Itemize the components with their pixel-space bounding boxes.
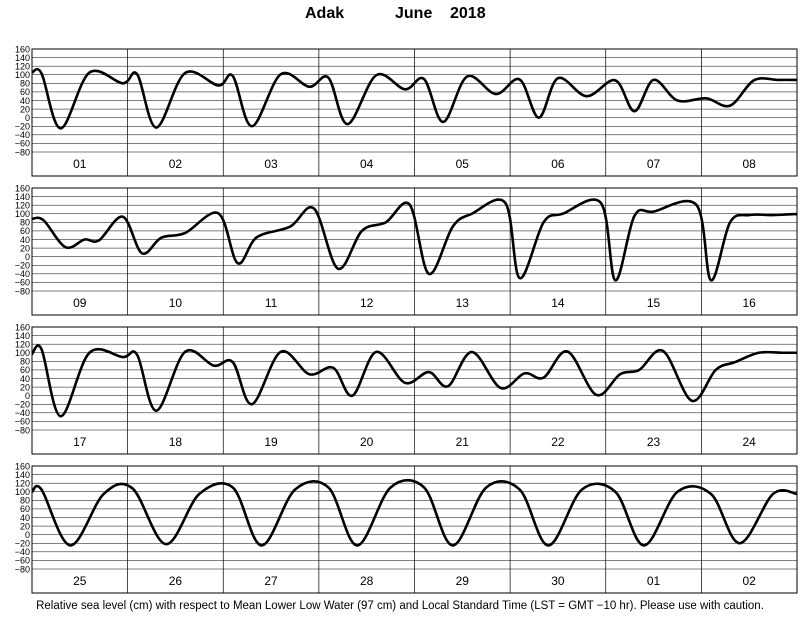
day-label: 13	[456, 296, 470, 310]
y-tick-label: 80	[20, 496, 30, 506]
y-tick-label: −80	[15, 147, 30, 157]
day-label: 25	[73, 574, 87, 588]
tide-line	[32, 344, 797, 418]
day-label: 06	[551, 157, 565, 171]
y-tick-label: 60	[20, 504, 30, 514]
y-tick-label: 20	[20, 243, 30, 253]
day-label: 01	[647, 574, 661, 588]
day-label: 30	[551, 574, 565, 588]
day-label: 03	[264, 157, 278, 171]
y-tick-label: −80	[15, 564, 30, 574]
y-tick-label: 40	[20, 96, 30, 106]
y-tick-label: −20	[15, 400, 30, 410]
tide-line	[32, 198, 797, 282]
tide-line	[32, 67, 797, 130]
y-tick-label: 160	[15, 183, 30, 193]
day-label: 18	[169, 435, 183, 449]
y-tick-label: 20	[20, 104, 30, 114]
y-tick-label: −80	[15, 286, 30, 296]
y-tick-label: 140	[15, 192, 30, 202]
title-year: 2018	[450, 5, 486, 22]
day-label: 15	[647, 296, 661, 310]
title-month: June	[395, 5, 433, 22]
y-tick-label: 60	[20, 226, 30, 236]
day-label: 21	[456, 435, 470, 449]
y-tick-label: −60	[15, 556, 30, 566]
y-tick-label: 80	[20, 357, 30, 367]
station-name: Adak	[305, 5, 345, 22]
y-tick-label: 0	[25, 530, 30, 540]
y-tick-label: −80	[15, 425, 30, 435]
day-label: 02	[169, 157, 183, 171]
y-tick-label: 20	[20, 521, 30, 531]
day-label: 02	[743, 574, 757, 588]
y-tick-label: 100	[15, 487, 30, 497]
day-label: 01	[73, 157, 87, 171]
day-label: 07	[647, 157, 661, 171]
y-tick-label: 160	[15, 44, 30, 54]
day-label: 04	[360, 157, 374, 171]
day-label: 23	[647, 435, 661, 449]
panel-frame	[31, 465, 798, 594]
y-tick-label: −60	[15, 417, 30, 427]
y-tick-label: 80	[20, 79, 30, 89]
panel-frame	[31, 48, 798, 177]
y-tick-label: 40	[20, 235, 30, 245]
y-tick-label: 120	[15, 339, 30, 349]
y-tick-label: 140	[15, 53, 30, 63]
panel-frame	[31, 326, 798, 455]
y-tick-label: −40	[15, 269, 30, 279]
day-label: 17	[73, 435, 87, 449]
y-tick-label: −20	[15, 261, 30, 271]
day-label: 14	[551, 296, 565, 310]
day-label: 26	[169, 574, 183, 588]
y-tick-label: 100	[15, 348, 30, 358]
y-tick-label: 120	[15, 200, 30, 210]
day-label: 28	[360, 574, 374, 588]
y-tick-label: 40	[20, 374, 30, 384]
y-tick-label: −40	[15, 547, 30, 557]
tide-line	[32, 478, 797, 547]
y-tick-label: 140	[15, 470, 30, 480]
y-tick-label: 160	[15, 461, 30, 471]
day-label: 29	[456, 574, 470, 588]
panel-frame	[31, 187, 798, 316]
y-tick-label: 0	[25, 113, 30, 123]
day-label: 09	[73, 296, 87, 310]
day-label: 24	[743, 435, 757, 449]
day-label: 16	[743, 296, 757, 310]
y-tick-label: 80	[20, 218, 30, 228]
day-label: 10	[169, 296, 183, 310]
y-tick-label: 0	[25, 391, 30, 401]
y-tick-label: −60	[15, 139, 30, 149]
y-tick-label: −40	[15, 408, 30, 418]
y-tick-label: 60	[20, 365, 30, 375]
y-tick-label: 160	[15, 322, 30, 332]
day-label: 05	[456, 157, 470, 171]
day-label: 27	[264, 574, 278, 588]
day-label: 22	[551, 435, 565, 449]
y-tick-label: −60	[15, 278, 30, 288]
y-tick-label: 60	[20, 87, 30, 97]
day-label: 12	[360, 296, 374, 310]
day-label: 11	[265, 296, 278, 310]
day-label: 19	[264, 435, 278, 449]
y-tick-label: 40	[20, 513, 30, 523]
y-tick-label: 100	[15, 70, 30, 80]
y-tick-label: −20	[15, 539, 30, 549]
day-label: 20	[360, 435, 374, 449]
y-tick-label: 140	[15, 331, 30, 341]
y-tick-label: 120	[15, 478, 30, 488]
footer-note: Relative sea level (cm) with respect to …	[36, 600, 764, 612]
y-tick-label: 100	[15, 209, 30, 219]
y-tick-label: 0	[25, 252, 30, 262]
y-tick-label: −20	[15, 122, 30, 132]
y-tick-label: −40	[15, 130, 30, 140]
y-tick-label: 20	[20, 382, 30, 392]
chart-title: Adak June 2018	[0, 5, 800, 27]
y-tick-label: 120	[15, 61, 30, 71]
day-label: 08	[743, 157, 757, 171]
